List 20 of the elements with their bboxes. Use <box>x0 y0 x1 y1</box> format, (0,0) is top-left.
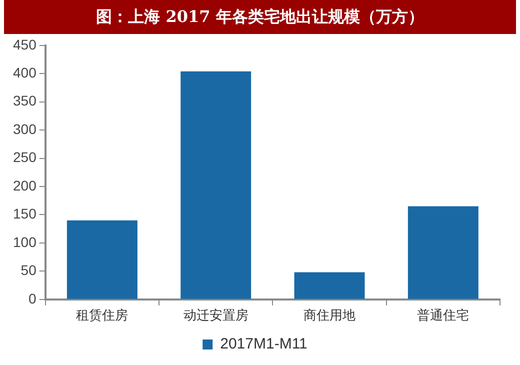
y-tick-label: 200 <box>13 177 37 194</box>
y-tick-label: 450 <box>13 36 37 52</box>
legend-label: 2017M1-M11 <box>220 336 308 353</box>
x-tick-label: 租赁住房 <box>76 308 128 324</box>
y-tick-label: 0 <box>28 290 37 306</box>
x-tick-label: 动迁安置房 <box>183 308 248 324</box>
x-tick-label: 商住用地 <box>304 308 356 324</box>
y-tick-label: 250 <box>13 149 37 166</box>
bar <box>180 71 252 299</box>
y-tick-label: 400 <box>13 64 37 80</box>
y-tick-label: 300 <box>13 120 37 137</box>
y-tick-label: 350 <box>13 92 37 109</box>
x-tick-label: 普通住宅 <box>417 308 470 324</box>
y-tick-label: 100 <box>13 234 37 250</box>
y-tick-label: 50 <box>20 262 37 278</box>
y-tick-label: 150 <box>13 206 37 222</box>
bar <box>66 220 138 299</box>
bar <box>294 272 365 299</box>
bar <box>408 206 478 299</box>
chart-title: 图：上海 2017 年各类宅地出让规模（万方） <box>4 0 516 34</box>
